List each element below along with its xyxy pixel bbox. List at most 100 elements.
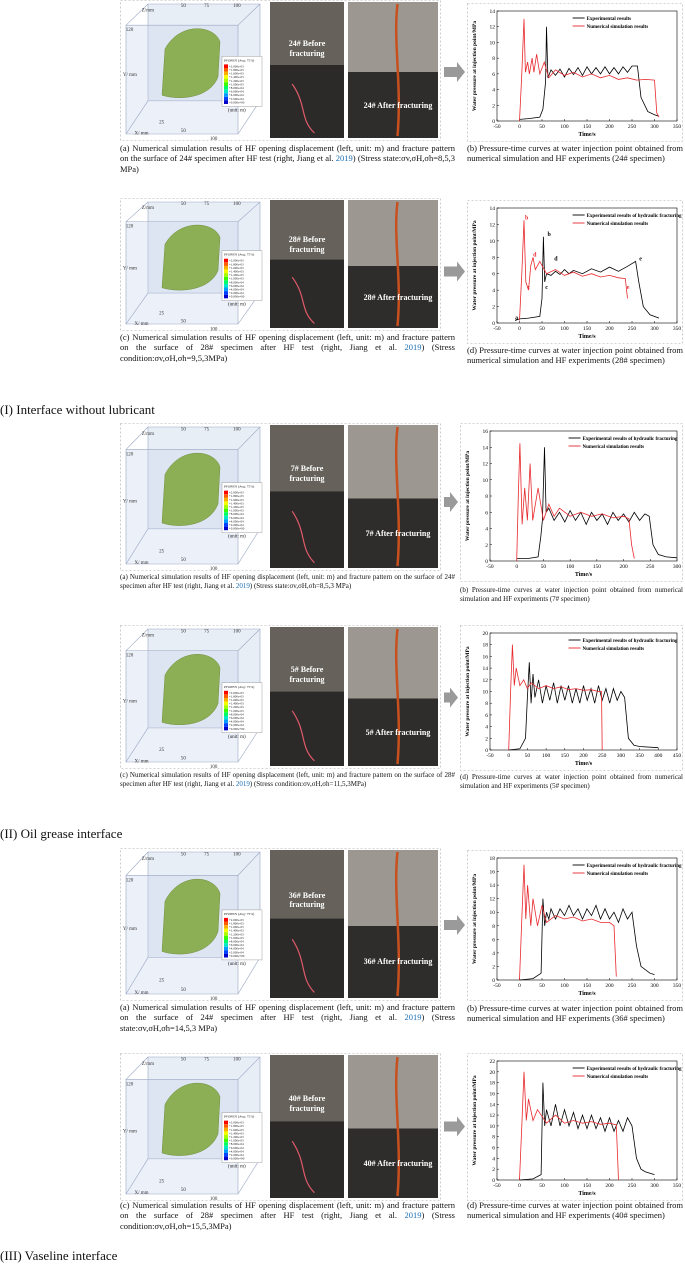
legend-value: +6.000e-04 — [229, 1146, 244, 1150]
legend-title: PFOPEN (Avg: 75%) — [224, 912, 255, 916]
y-tick-label: 14 — [490, 206, 496, 212]
data-line — [508, 644, 603, 751]
caption-text: ) (Stress state:σv,σH,σh=8,5,3 MPa) — [120, 153, 455, 174]
y-axis-label: Water pressure at injection point/MPa — [465, 646, 471, 736]
y-tick-label: 20 — [483, 631, 489, 637]
axis-label: 100 — [233, 853, 241, 858]
y-tick-label: 4 — [492, 288, 495, 294]
x-tick-label: 150 — [593, 564, 602, 570]
y-tick-label: 6 — [485, 510, 488, 516]
legend-swatch — [224, 943, 228, 947]
y-tick-label: 14 — [490, 9, 496, 15]
legend-value: +1.200e-03 — [229, 932, 244, 936]
caption-text: ) (Stress condition:σv,σH,σh=9,5,3MPa) — [120, 342, 455, 363]
legend-swatch — [224, 265, 228, 270]
fracture-trace — [394, 3, 401, 137]
legend-value: +0.000e+00 — [229, 295, 245, 299]
marker-trace — [291, 710, 315, 762]
fracture-trace — [394, 201, 401, 327]
legend-value: +2.000e-03 — [229, 918, 244, 922]
photo-after-bottom — [348, 72, 438, 138]
legend-value: +2.000e-04 — [229, 950, 244, 954]
axis-label: Z/mm — [142, 432, 154, 437]
legend-swatch — [224, 294, 228, 299]
photo-after-bottom — [348, 926, 438, 998]
y-tick-label: 12 — [483, 462, 489, 468]
axis-label: Z/mm — [142, 1062, 154, 1067]
legend-value: +4.000e-04 — [229, 288, 244, 292]
photo-label: 24# After fracturing — [363, 100, 433, 110]
legend-swatch — [224, 508, 228, 513]
arrow — [444, 915, 465, 935]
axis-label: 120 — [126, 224, 134, 229]
x-tick-label: 100 — [560, 124, 569, 130]
axis-label: 50 — [181, 988, 187, 993]
annotation: b — [525, 215, 529, 221]
legend-label: Numerical simulation results — [587, 222, 649, 227]
x-tick-label: 300 — [617, 753, 626, 759]
y-tick-label: 8 — [485, 701, 488, 707]
unit-label: (unit: m) — [228, 962, 246, 967]
photo-label: 28# After fracturing — [363, 293, 433, 303]
legend-value: +1.000e-03 — [229, 509, 244, 513]
caption-text: ) (Stress state:σv,σH,σh=14,5,3 MPa) — [120, 1012, 455, 1033]
caption: (c) Numerical simulation results of HF o… — [120, 332, 455, 363]
y-tick-label: 18 — [490, 1081, 496, 1087]
cube-edge — [125, 957, 149, 995]
cube-edge — [237, 851, 261, 876]
cube-edge — [125, 3, 149, 26]
legend-swatch — [224, 526, 228, 531]
legend-value: +1.800e-03 — [229, 494, 244, 498]
legend-swatch — [224, 519, 228, 524]
y-tick-label: 8 — [492, 1135, 495, 1141]
axis-label: X/ mm — [135, 991, 149, 996]
legend-box — [221, 1112, 263, 1163]
photo-before-top — [270, 850, 344, 919]
y-tick-label: 2 — [492, 103, 495, 109]
legend-swatch — [224, 501, 228, 506]
axis-label: 50 — [181, 427, 187, 432]
panel-border — [467, 3, 683, 142]
photo-before-bottom — [270, 1121, 344, 1198]
legend-value: +1.000e-03 — [229, 82, 244, 86]
data-line — [519, 898, 655, 981]
axis-label: 50 — [181, 757, 187, 762]
panel-border — [120, 423, 441, 571]
legend-swatch — [224, 276, 228, 281]
legend-label: Numerical simulation results — [587, 872, 649, 877]
photo-before-top — [270, 627, 344, 692]
legend-value: +0.000e+00 — [229, 727, 245, 731]
photo-before-top — [270, 425, 344, 492]
axis-label: 50 — [181, 319, 187, 324]
caption: (d) Pressure-time curves at water inject… — [467, 345, 683, 366]
legend-swatch — [224, 75, 228, 79]
x-tick-label: 150 — [561, 753, 570, 759]
y-tick-label: 0 — [492, 978, 495, 984]
legend-value: +2.000e-03 — [229, 259, 244, 263]
axis-label: Y/ mm — [123, 499, 137, 504]
legend-box — [221, 250, 263, 301]
x-tick-label: 250 — [628, 1183, 637, 1189]
legend-swatch — [224, 726, 228, 731]
x-tick-label: 300 — [650, 124, 659, 130]
axis-label: 75 — [204, 629, 210, 634]
legend-swatch — [224, 715, 228, 720]
cube-edge — [237, 957, 261, 995]
annotation: d — [554, 256, 558, 262]
legend-value: +1.800e-03 — [229, 262, 244, 266]
legend-title: PFOPEN (Avg: 75%) — [224, 253, 255, 257]
annotation: c — [527, 285, 530, 291]
x-tick-label: 400 — [654, 753, 663, 759]
data-line — [516, 447, 678, 559]
y-tick-label: 12 — [490, 25, 496, 31]
data-line — [514, 236, 660, 321]
legend-label: Numerical simulation results — [587, 1075, 649, 1080]
legend-swatch — [224, 939, 228, 944]
x-axis-label: Time/s — [575, 761, 593, 767]
legend-swatch — [224, 921, 228, 926]
axis-label: X/ mm — [135, 322, 149, 327]
legend-swatch — [224, 1120, 228, 1125]
x-tick-label: 250 — [646, 564, 655, 570]
photo-before-bottom — [270, 691, 344, 766]
